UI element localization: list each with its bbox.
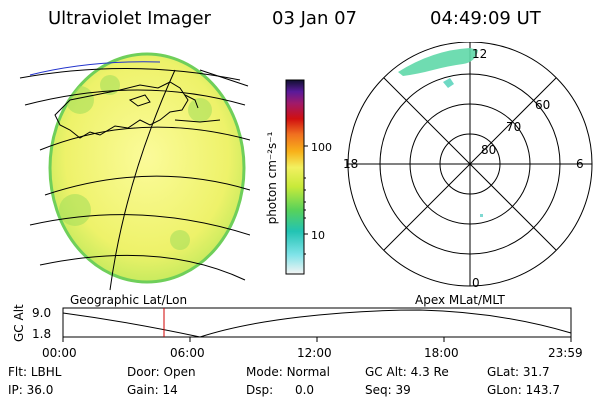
mlt-label-12: 12 (472, 47, 487, 61)
mlt-label-18: 18 (343, 157, 358, 171)
altitude-xtick-0: 00:00 (42, 346, 77, 360)
status-ip: IP: 36.0 (8, 383, 54, 397)
status-seq: Seq: 39 (365, 383, 411, 397)
polar-plot: 12 0 18 6 60 70 80 (343, 42, 593, 290)
colorbar-tick-10: 10 (311, 229, 325, 242)
altitude-frame (62, 307, 572, 338)
status-gain: Gain: 14 (127, 383, 178, 397)
polar-diagonal-b (383, 77, 557, 251)
altitude-xtick-1: 06:00 (170, 346, 205, 360)
coastline (54, 81, 221, 139)
altitude-curve (62, 309, 572, 338)
altitude-xtick-4: 23:59 (548, 346, 583, 360)
colorbar-unit-label: photon cm⁻²s⁻¹ (265, 131, 279, 224)
status-door: Door: Open (127, 365, 196, 379)
colorbar: photon cm⁻²s⁻¹ (265, 79, 308, 275)
colorbar-scale (285, 79, 305, 275)
mlt-label-6: 6 (576, 157, 584, 171)
colorbar-tick-100: 100 (311, 141, 332, 154)
apex-caption: Apex MLat/MLT (415, 293, 505, 307)
geographic-caption: Geographic Lat/Lon (70, 293, 188, 307)
altitude-xtick-3: 18:00 (424, 346, 459, 360)
mlt-label-0: 0 (472, 276, 480, 290)
terminator-line (29, 61, 161, 76)
altitude-xtick-2: 12:00 (297, 346, 332, 360)
status-gc-alt: GC Alt: 4.3 Re (365, 365, 449, 379)
header-date: 03 Jan 07 (272, 8, 357, 29)
status-dsp: Dsp: 0.0 (246, 383, 315, 397)
instrument-title: Ultraviolet Imager (48, 8, 211, 29)
auroral-emission (398, 48, 478, 76)
status-mode: Mode: Normal (246, 365, 330, 379)
header-time: 04:49:09 UT (430, 8, 541, 29)
lat-label-60: 60 (535, 98, 550, 112)
altitude-plot (62, 307, 572, 342)
status-glon: GLon: 143.7 (487, 383, 560, 397)
status-glat: GLat: 31.7 (487, 365, 550, 379)
status-flt: Flt: LBHL (8, 365, 62, 379)
lat-label-80: 80 (481, 143, 496, 157)
altitude-ytick-low: 1.8 (32, 327, 52, 341)
altitude-ytick-high: 9.0 (32, 306, 52, 320)
altitude-xticks (62, 337, 572, 342)
globe-image (19, 52, 250, 291)
graticule-lines (19, 67, 250, 291)
lat-label-70: 70 (506, 120, 521, 134)
